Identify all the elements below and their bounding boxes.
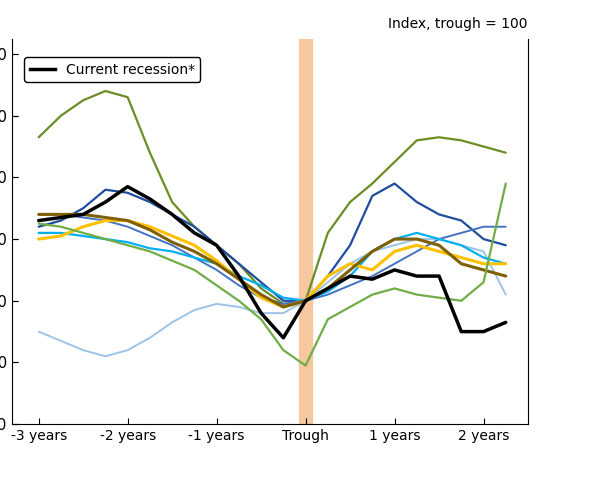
Bar [299,39,312,424]
Legend: Current recession*: Current recession* [24,57,200,82]
Text: Index, trough = 100: Index, trough = 100 [389,17,528,31]
